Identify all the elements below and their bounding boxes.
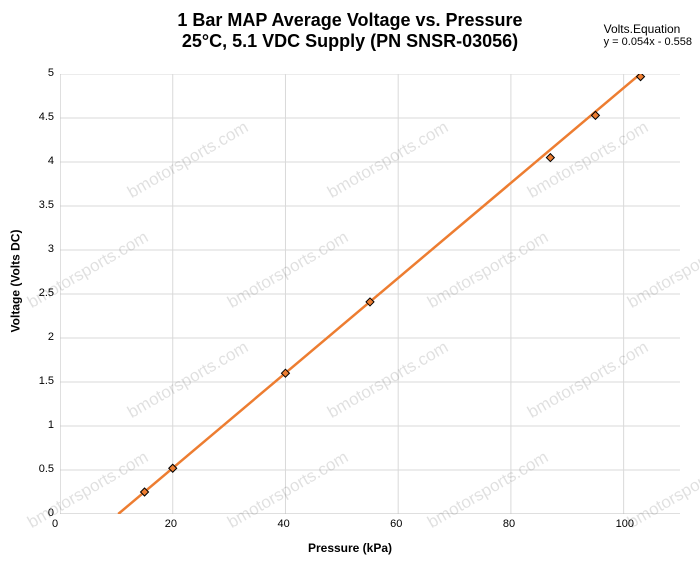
x-tick-label: 80	[503, 518, 515, 530]
chart-title-line2: 25°C, 5.1 VDC Supply (PN SNSR-03056)	[0, 31, 700, 52]
y-tick-label: 1.5	[39, 375, 54, 387]
x-tick-label: 60	[390, 518, 402, 530]
chart-container: 1 Bar MAP Average Voltage vs. Pressure 2…	[0, 0, 700, 561]
y-tick-label: 1	[48, 419, 54, 431]
chart-title-block: 1 Bar MAP Average Voltage vs. Pressure 2…	[0, 10, 700, 52]
equation-label: Volts.Equation	[604, 22, 692, 36]
data-marker	[546, 154, 554, 162]
chart-svg	[60, 74, 680, 514]
x-tick-label: 40	[277, 518, 289, 530]
equation-text: y = 0.054x - 0.558	[604, 36, 692, 48]
x-tick-label: 100	[616, 518, 634, 530]
y-tick-label: 3.5	[39, 199, 54, 211]
equation-block: Volts.Equation y = 0.054x - 0.558	[604, 22, 692, 48]
plot-area	[60, 74, 680, 514]
y-tick-label: 2.5	[39, 287, 54, 299]
y-tick-label: 4	[48, 155, 54, 167]
y-tick-label: 5	[48, 67, 54, 79]
chart-title-line1: 1 Bar MAP Average Voltage vs. Pressure	[0, 10, 700, 31]
y-tick-label: 3	[48, 243, 54, 255]
y-tick-label: 2	[48, 331, 54, 343]
y-tick-label: 4.5	[39, 111, 54, 123]
x-tick-label: 20	[165, 518, 177, 530]
x-axis-label: Pressure (kPa)	[0, 541, 700, 555]
y-tick-label: 0.5	[39, 463, 54, 475]
x-tick-label: 0	[52, 518, 58, 530]
y-axis-label: Voltage (Volts DC)	[6, 0, 24, 561]
data-marker	[637, 74, 645, 81]
